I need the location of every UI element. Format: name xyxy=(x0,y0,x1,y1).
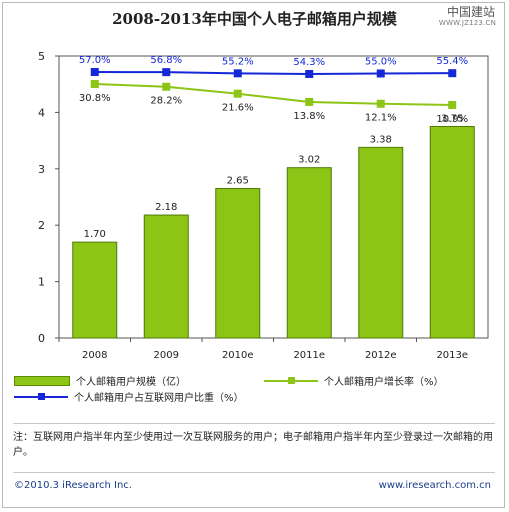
growth-rate-value-label: 13.8% xyxy=(293,111,325,122)
share-value-label: 55.2% xyxy=(222,56,254,67)
share-marker xyxy=(90,68,99,76)
bar xyxy=(286,167,332,339)
divider-top xyxy=(13,423,495,424)
growth-rate-marker xyxy=(90,80,99,88)
growth-rate-marker xyxy=(233,89,242,98)
y-tick-label: 2 xyxy=(38,219,45,232)
bar xyxy=(215,188,261,339)
y-tick-label: 3 xyxy=(38,163,45,176)
bar xyxy=(429,126,475,339)
share-value-label: 55.0% xyxy=(365,56,397,67)
legend-bar-label: 个人邮箱用户规模（亿） xyxy=(76,377,186,388)
y-tick-label: 5 xyxy=(38,50,45,63)
x-tick-label: 2013e xyxy=(436,350,468,361)
copyright: ©2010.3 iResearch Inc. xyxy=(14,480,132,491)
growth-rate-value-label: 12.1% xyxy=(365,113,397,124)
bar-value-label: 2.65 xyxy=(227,176,249,187)
legend-share-label: 个人邮箱用户占互联网用户比重（%） xyxy=(74,393,244,404)
bar-value-label: 3.02 xyxy=(298,155,320,166)
x-tick-label: 2009 xyxy=(154,350,179,361)
legend-growth-swatch xyxy=(264,376,318,386)
growth-rate-marker xyxy=(448,101,457,109)
growth-rate-value-label: 28.2% xyxy=(150,96,182,107)
legend-growth: 个人邮箱用户增长率（%） xyxy=(264,373,444,388)
chart-title: 2008-2013年中国个人电子邮箱用户规模 xyxy=(112,10,397,28)
legend-share-swatch xyxy=(14,392,68,402)
growth-rate-value-label: 10.9% xyxy=(436,114,468,125)
watermark-main: 中国建站 xyxy=(446,5,495,19)
share-marker xyxy=(305,70,314,78)
x-tick-label: 2010e xyxy=(222,350,254,361)
bar xyxy=(143,214,189,339)
growth-rate-value-label: 21.6% xyxy=(222,103,254,114)
bar-value-label: 2.18 xyxy=(155,202,177,213)
y-tick-label: 4 xyxy=(38,106,45,119)
website-link[interactable]: www.iresearch.com.cn xyxy=(378,480,491,491)
bar-value-label: 3.38 xyxy=(370,134,392,145)
share-value-label: 54.3% xyxy=(293,57,325,68)
growth-rate-marker xyxy=(162,82,171,91)
x-tick-label: 2012e xyxy=(365,350,397,361)
share-value-label: 56.8% xyxy=(150,55,182,66)
y-tick-label: 1 xyxy=(38,276,45,289)
x-tick-label: 2011e xyxy=(293,350,325,361)
share-marker xyxy=(162,68,171,77)
bar xyxy=(358,146,404,339)
bar-value-label: 1.70 xyxy=(84,229,106,240)
legend-bar: 个人邮箱用户规模（亿） xyxy=(14,373,186,388)
share-marker xyxy=(233,69,242,78)
y-tick-label: 0 xyxy=(38,332,45,345)
share-marker xyxy=(448,69,457,78)
share-marker xyxy=(376,69,385,78)
footnote: 注：互联网用户指半年内至少使用过一次互联网服务的用户；电子邮箱用户指半年内至少登… xyxy=(13,432,493,458)
growth-rate-marker xyxy=(305,97,314,106)
legend-bar-swatch xyxy=(14,375,70,386)
legend-growth-label: 个人邮箱用户增长率（%） xyxy=(324,377,444,388)
legend-share: 个人邮箱用户占互联网用户比重（%） xyxy=(14,389,244,404)
divider-bottom xyxy=(13,472,495,473)
growth-rate-line xyxy=(94,83,453,106)
x-tick-label: 2008 xyxy=(82,350,107,361)
share-value-label: 55.4% xyxy=(436,56,468,67)
bar-value-label: 3.75 xyxy=(441,114,463,125)
growth-rate-value-label: 30.8% xyxy=(79,93,111,104)
growth-rate-marker xyxy=(376,99,385,108)
share-line xyxy=(94,71,453,76)
share-value-label: 57.0% xyxy=(79,55,111,66)
watermark-sub: WWW.JZ123.CN xyxy=(438,19,496,27)
bar xyxy=(72,241,118,339)
